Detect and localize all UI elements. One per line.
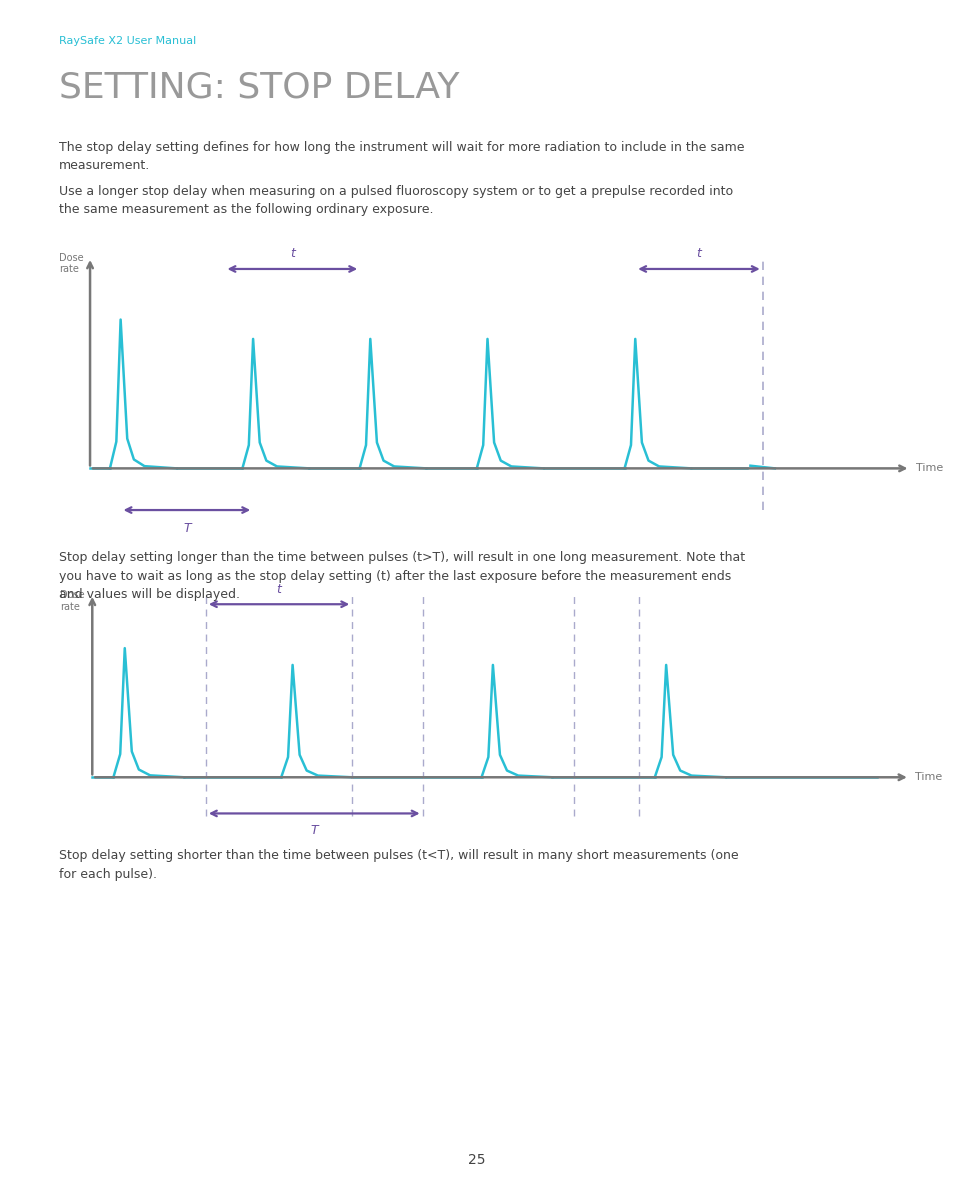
Text: t: t [290,247,294,260]
Text: Stop delay setting longer than the time between pulses (t>T), will result in one: Stop delay setting longer than the time … [59,551,744,601]
Text: t: t [696,247,700,260]
Text: RaySafe X2 User Manual: RaySafe X2 User Manual [59,37,196,47]
Text: SETTING: STOP DELAY: SETTING: STOP DELAY [59,70,459,104]
Text: T: T [183,523,191,534]
Text: Stop delay setting shorter than the time between pulses (t<T), will result in ma: Stop delay setting shorter than the time… [59,849,738,880]
Text: The stop delay setting defines for how long the instrument will wait for more ra: The stop delay setting defines for how l… [59,141,744,172]
Text: t: t [276,583,281,596]
Text: Dose
rate: Dose rate [59,253,84,274]
Text: Time: Time [914,772,942,783]
Text: 25: 25 [468,1152,485,1167]
Text: Time: Time [915,463,942,474]
Text: T: T [310,824,317,836]
Text: Use a longer stop delay when measuring on a pulsed fluoroscopy system or to get : Use a longer stop delay when measuring o… [59,185,733,216]
Text: Dose
rate: Dose rate [60,591,84,612]
